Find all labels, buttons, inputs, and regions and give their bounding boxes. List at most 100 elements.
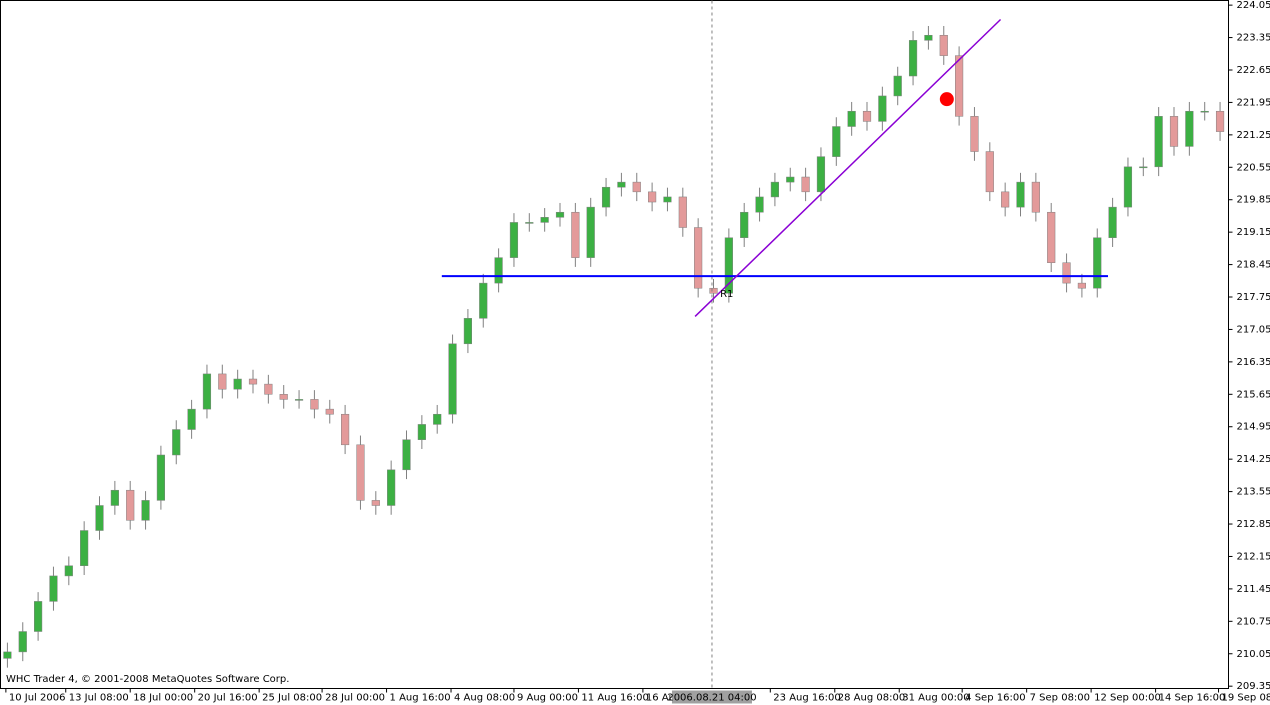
x-tick-label: 4 Aug 08:00 <box>454 693 515 704</box>
x-tick-label: 19 Sep 08:00 <box>1222 693 1270 704</box>
candle-body <box>709 287 718 294</box>
candle-body <box>1062 262 1071 284</box>
candle-body <box>126 489 135 521</box>
y-tick-label: 216.35 <box>1237 357 1270 368</box>
candle-body <box>786 176 795 183</box>
candle-body <box>1185 110 1194 147</box>
marker <box>939 92 954 107</box>
candle-body <box>1093 237 1102 289</box>
plot-frame <box>0 0 1229 689</box>
y-tick-label: 219.15 <box>1237 227 1270 238</box>
candle-body <box>617 181 626 188</box>
candle-body <box>325 408 334 415</box>
footer: WHC Trader 4, © 2001-2008 MetaQuotes Sof… <box>6 674 289 685</box>
candle-body <box>34 601 43 632</box>
candle-body <box>202 373 212 410</box>
y-tick-label: 214.95 <box>1237 422 1270 433</box>
y-tick-label: 220.55 <box>1237 162 1270 173</box>
y-tick-label: 219.85 <box>1237 195 1270 206</box>
candle-body <box>95 505 104 531</box>
candle-body <box>49 575 58 602</box>
y-tick-label: 210.75 <box>1237 616 1270 627</box>
candle-body <box>417 424 426 440</box>
candle-body <box>740 211 749 238</box>
candle-body <box>494 257 503 284</box>
y-tick-label: 212.15 <box>1237 551 1270 562</box>
candle-body <box>770 181 779 198</box>
y-tick-label: 222.65 <box>1237 65 1270 76</box>
candle-body <box>463 318 472 345</box>
candle-body <box>110 489 119 506</box>
candle-body <box>955 55 964 117</box>
hline-label: R1 <box>720 289 733 300</box>
candle-body <box>3 651 12 659</box>
candle-body <box>1031 181 1040 213</box>
candle-body <box>832 126 841 157</box>
candle-body <box>939 34 948 56</box>
candle-body <box>341 413 350 446</box>
candle-body <box>1154 116 1163 168</box>
x-tick-label: 25 Jul 08:00 <box>262 693 322 704</box>
candle-body <box>141 500 150 521</box>
x-tick-label: 31 Aug 00:00 <box>902 693 969 704</box>
y-tick-label: 209.35 <box>1237 681 1270 692</box>
candle-body <box>525 222 534 224</box>
x-tick-label: 18 Jul 00:00 <box>133 693 193 704</box>
candle-body <box>571 211 580 258</box>
y-tick-label: 215.65 <box>1237 389 1270 400</box>
candle-body <box>1016 181 1025 208</box>
candle-body <box>755 196 764 213</box>
y-tick-label: 217.05 <box>1237 324 1270 335</box>
x-tick-label: 23 Aug 16:00 <box>773 693 840 704</box>
candle-body <box>156 454 165 501</box>
y-tick-label: 212.85 <box>1237 519 1270 530</box>
candle-body <box>555 211 565 218</box>
candle-body <box>663 196 672 203</box>
y-tick-label: 214.25 <box>1237 454 1270 465</box>
candle-body <box>1123 166 1133 208</box>
candle-body <box>371 500 380 506</box>
x-tick-label: 28 Aug 08:00 <box>838 693 905 704</box>
x-tick-label: 1 Aug 16:00 <box>390 693 451 704</box>
candle-body <box>248 378 258 385</box>
candle-body <box>1047 211 1056 263</box>
candle-body <box>601 186 611 208</box>
candle-body <box>433 413 442 425</box>
candle-body <box>233 378 242 390</box>
candle-body <box>1108 206 1117 238</box>
x-tick-label: 12 Sep 00:00 <box>1094 693 1161 704</box>
x-tick-label: 13 Jul 08:00 <box>69 693 129 704</box>
candle-body <box>80 530 89 566</box>
x-tick-label: 11 Aug 16:00 <box>581 693 648 704</box>
candle-body <box>816 156 826 193</box>
candle-body <box>509 222 519 258</box>
candle-body <box>893 75 902 97</box>
y-tick-label: 221.95 <box>1237 97 1270 108</box>
candle-body <box>970 116 979 152</box>
candle-body <box>724 237 733 294</box>
candle-body <box>18 631 27 653</box>
candle-body <box>310 399 319 410</box>
x-tick-label: 16 Aug <box>646 693 681 704</box>
x-tick-label: 4 Sep 16:00 <box>965 693 1025 704</box>
candle-body <box>985 151 994 193</box>
candle-body <box>402 439 411 471</box>
x-tick-label: 9 Aug 00:00 <box>517 693 578 704</box>
candle-body <box>924 34 933 41</box>
y-tick-label: 221.25 <box>1237 130 1270 141</box>
x-tick-label: 7 Sep 08:00 <box>1030 693 1090 704</box>
candle-body <box>64 565 73 577</box>
candle-body <box>1169 116 1179 147</box>
candle-body <box>294 399 304 401</box>
candle-body <box>801 176 810 193</box>
crosshair-box <box>671 690 752 704</box>
y-tick-label: 218.45 <box>1237 260 1270 271</box>
candle-body <box>540 217 549 223</box>
x-tick-label: 14 Sep 16:00 <box>1159 693 1226 704</box>
candle-body <box>479 282 488 319</box>
y-tick-label: 224.05 <box>1237 0 1270 11</box>
candle-body <box>694 227 703 289</box>
candle-body <box>862 110 872 122</box>
candle-body <box>648 191 657 203</box>
candle-body <box>678 196 687 228</box>
